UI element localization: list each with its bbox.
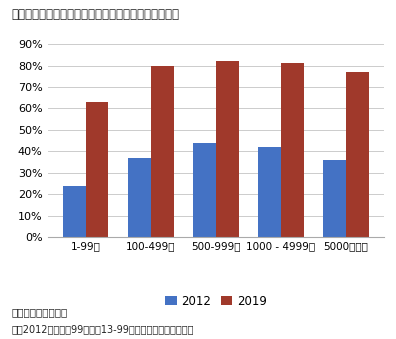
Bar [281, 63, 304, 237]
Text: 出所）英国政府統計: 出所）英国政府統計 [12, 307, 68, 317]
Bar [323, 160, 346, 237]
Legend: 2012, 2019: 2012, 2019 [160, 290, 272, 313]
Bar [216, 61, 239, 237]
Bar [346, 72, 369, 237]
Bar [128, 158, 151, 237]
Bar [193, 143, 216, 237]
Text: 注）2012年の１－99人は、13-99人の加入率をグラフ化。: 注）2012年の１－99人は、13-99人の加入率をグラフ化。 [12, 324, 194, 334]
Bar [151, 65, 173, 237]
Text: 図表２　民間部門の職域年金の従業員規模別の加入率: 図表２ 民間部門の職域年金の従業員規模別の加入率 [12, 8, 180, 21]
Bar [86, 102, 109, 237]
Bar [63, 186, 86, 237]
Bar [258, 147, 281, 237]
